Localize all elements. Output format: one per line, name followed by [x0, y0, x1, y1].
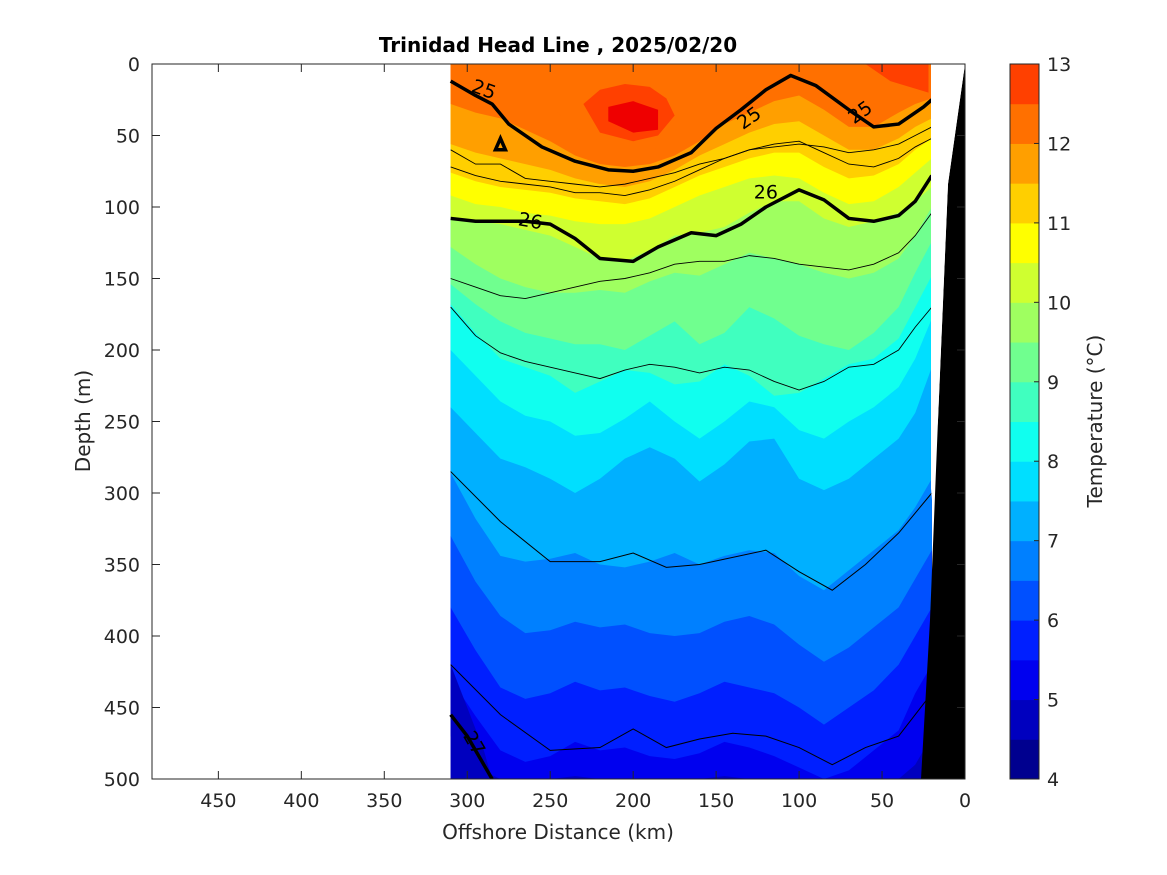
x-tick-label: 0	[959, 790, 971, 812]
colorbar-swatch	[1010, 659, 1039, 701]
temperature-bands	[450, 64, 932, 779]
x-tick-label: 450	[200, 790, 236, 812]
colorbar-tick-label: 12	[1047, 133, 1071, 155]
isotherm-lines	[450, 126, 933, 766]
colorbar-swatch	[1010, 739, 1039, 780]
temperature-band-warm	[450, 64, 932, 150]
colorbar-tick-label: 5	[1047, 690, 1059, 712]
density-contour-27	[449, 713, 494, 779]
isotherm-line	[450, 137, 933, 197]
colorbar-swatch	[1010, 103, 1039, 144]
colorbar-swatch	[1010, 183, 1039, 224]
x-tick-label: 100	[781, 790, 817, 812]
contour-label: 26	[754, 182, 778, 204]
y-tick-label: 200	[104, 340, 140, 362]
y-tick-label: 50	[116, 126, 140, 148]
colorbar-swatch	[1010, 302, 1039, 343]
colorbar-tick-label: 13	[1047, 54, 1071, 76]
colorbar-tick-label: 9	[1047, 372, 1059, 394]
isotherm-line	[450, 664, 933, 766]
y-tick-label: 350	[104, 555, 140, 577]
density-contour-small	[492, 133, 509, 152]
x-axis: 450 400 350 300 250 200 150 100 50 0	[200, 64, 971, 812]
colorbar-swatch	[1010, 500, 1039, 542]
temperature-core-max	[608, 101, 659, 133]
colorbar-swatch	[1010, 143, 1039, 184]
colorbar-swatch	[1010, 342, 1039, 383]
x-tick-label: 350	[366, 790, 402, 812]
no-data-gap	[931, 64, 965, 500]
y-tick-label: 0	[128, 54, 140, 76]
y-tick-label: 150	[104, 269, 140, 291]
colorbar	[1010, 64, 1039, 780]
temperature-nearshore-warm	[865, 64, 929, 93]
density-contour-26	[450, 174, 934, 264]
x-tick-label: 200	[615, 790, 651, 812]
colorbar-tick-label: 6	[1047, 610, 1059, 632]
isotherm-line	[450, 471, 933, 591]
colorbar-swatch	[1010, 620, 1039, 661]
y-tick-label: 250	[104, 412, 140, 434]
isotherm-line	[450, 126, 933, 188]
colorbar-swatch	[1010, 64, 1039, 105]
x-tick-label: 250	[532, 790, 568, 812]
x-tick-label: 150	[698, 790, 734, 812]
y-tick-label: 100	[104, 197, 140, 219]
temperature-cold-patch	[450, 664, 493, 779]
colorbar-swatch	[1010, 699, 1039, 740]
contour-label: 26	[516, 208, 544, 234]
density-contours	[449, 73, 934, 779]
colorbar-tick-label: 7	[1047, 531, 1059, 553]
y-axis-label: Depth (m)	[71, 370, 95, 472]
temperature-section	[449, 64, 965, 779]
y-tick-label: 500	[104, 769, 140, 791]
colorbar-tick-label: 8	[1047, 451, 1059, 473]
bathymetry-shelf	[921, 64, 965, 779]
y-tick-label: 400	[104, 626, 140, 648]
colorbar-frame	[1009, 63, 1040, 780]
y-axis: 0 50 100 150 200 250 300 350 400 450 500	[104, 54, 965, 791]
colorbar-swatch	[1010, 421, 1039, 462]
chart-title: Trinidad Head Line , 2025/02/20	[379, 33, 737, 57]
colorbar-swatch	[1010, 580, 1039, 621]
colorbar-swatch	[1010, 222, 1039, 264]
x-tick-label: 50	[870, 790, 894, 812]
colorbar-ticks: 4 5 6 7 8 9 10 11 12 13	[1034, 54, 1071, 791]
x-axis-label: Offshore Distance (km)	[442, 820, 674, 844]
density-contour-25	[449, 73, 933, 173]
isotherm-line	[450, 306, 933, 391]
y-tick-label: 450	[104, 698, 140, 720]
colorbar-tick-label: 10	[1047, 292, 1071, 314]
colorbar-swatch	[1010, 540, 1039, 581]
colorbar-swatch	[1010, 262, 1039, 303]
colorbar-tick-label: 11	[1047, 213, 1071, 235]
isotherm-line	[450, 212, 933, 299]
colorbar-tick-label: 4	[1047, 769, 1059, 791]
y-tick-label: 300	[104, 483, 140, 505]
colorbar-swatch	[1010, 461, 1039, 502]
x-tick-label: 300	[449, 790, 485, 812]
colorbar-swatch	[1010, 381, 1039, 422]
colorbar-label: Temperature (°C)	[1083, 335, 1107, 509]
x-tick-label: 400	[283, 790, 319, 812]
